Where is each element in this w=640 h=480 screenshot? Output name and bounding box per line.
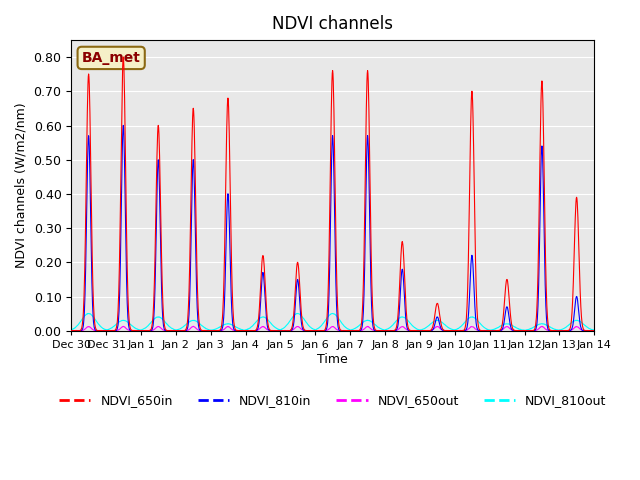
Y-axis label: NDVI channels (W/m2/nm): NDVI channels (W/m2/nm) <box>15 103 28 268</box>
Title: NDVI channels: NDVI channels <box>272 15 393 33</box>
X-axis label: Time: Time <box>317 353 348 366</box>
Legend: NDVI_650in, NDVI_810in, NDVI_650out, NDVI_810out: NDVI_650in, NDVI_810in, NDVI_650out, NDV… <box>54 389 611 412</box>
Text: BA_met: BA_met <box>82 51 141 65</box>
